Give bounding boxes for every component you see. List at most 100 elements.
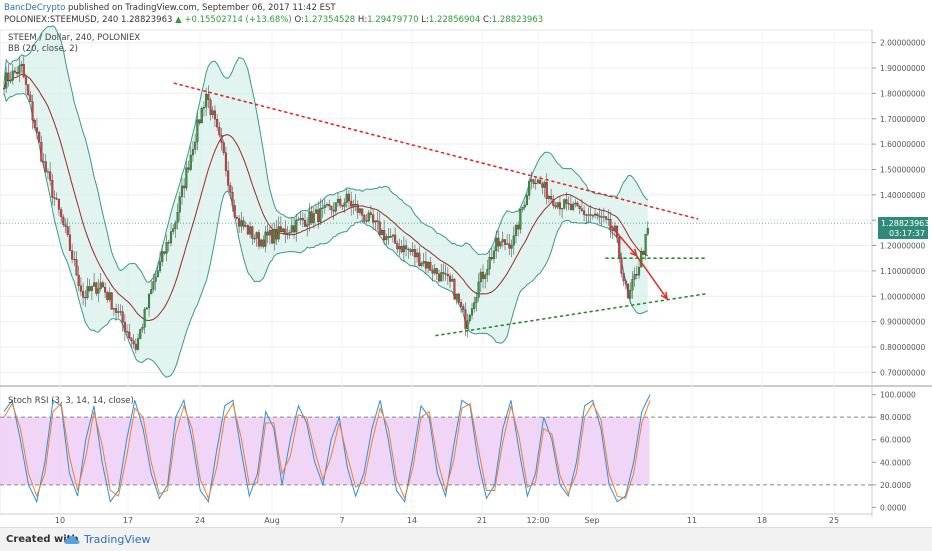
price-tick-label: 0.90000000 xyxy=(880,318,926,327)
candle-body xyxy=(462,306,465,310)
candle-body xyxy=(453,278,456,300)
candle-body xyxy=(473,302,476,309)
price-tick-label: 1.90000000 xyxy=(880,64,926,73)
candle-body xyxy=(196,119,199,143)
candle-body xyxy=(541,183,544,188)
candle-body xyxy=(319,208,322,223)
candle-body xyxy=(501,239,504,242)
trendline-drawings[interactable] xyxy=(173,82,708,337)
tradingview-brand-link[interactable]: TradingView xyxy=(84,533,151,546)
candle-body xyxy=(18,65,21,74)
candle-body xyxy=(339,198,342,206)
candle-body xyxy=(341,205,344,207)
symbol-text: POLONIEX:STEEMUSD, 240 xyxy=(4,15,119,25)
candle-body xyxy=(251,226,254,239)
time-tick-label: 7 xyxy=(339,516,344,525)
candle-body xyxy=(411,249,414,252)
candle-body xyxy=(646,228,649,235)
rsi-tick-label: 60.0000 xyxy=(880,436,911,445)
candle-body xyxy=(361,208,364,216)
candle-body xyxy=(71,250,74,260)
candle-body xyxy=(367,212,370,222)
candle-body xyxy=(394,234,397,244)
ohlc-close-value: 1.28823963 xyxy=(491,15,544,25)
candle-body xyxy=(108,292,111,300)
candle-body xyxy=(268,230,271,236)
candle-body xyxy=(99,282,102,289)
price-tick-label: 1.10000000 xyxy=(880,267,926,276)
candle-body xyxy=(387,236,390,238)
candle-body xyxy=(561,208,564,210)
candle-body xyxy=(413,249,416,258)
candle-body xyxy=(86,286,89,298)
price-tick-label: 0.80000000 xyxy=(880,343,926,352)
candle-body xyxy=(607,218,610,221)
candle-body xyxy=(407,248,410,250)
candle-body xyxy=(46,171,49,173)
candle-body xyxy=(481,271,485,279)
candle-body xyxy=(308,211,311,225)
chart-canvas[interactable]: 2.00000000 1.90000000 1.80000000 1.70000000… xyxy=(0,0,932,527)
candle-body xyxy=(13,70,17,73)
candle-body xyxy=(16,72,19,74)
candle-body xyxy=(587,214,590,216)
candle-body xyxy=(200,108,203,124)
trendline-lower-support xyxy=(435,292,708,337)
candle-body xyxy=(284,228,287,235)
candle-body xyxy=(224,152,227,171)
candle-body xyxy=(600,216,603,218)
candle-body xyxy=(255,232,258,239)
candle-body xyxy=(543,182,546,188)
candle-body xyxy=(7,72,10,81)
time-tick-label: 14 xyxy=(407,516,417,525)
candle-body xyxy=(288,232,291,234)
time-tick-label: 11 xyxy=(687,516,697,525)
candle-body xyxy=(391,234,394,237)
candle-body xyxy=(532,179,535,184)
candle-body xyxy=(495,237,498,252)
candle-body xyxy=(125,331,129,333)
candle-body xyxy=(400,246,403,253)
candle-body xyxy=(5,72,8,89)
candle-body xyxy=(178,196,181,213)
candle-body xyxy=(231,192,234,206)
series-legend: STEEM / Dollar, 240, POLONIEX xyxy=(8,33,140,43)
candle-body xyxy=(260,239,263,247)
candle-body xyxy=(233,205,236,218)
candle-body xyxy=(389,236,392,238)
candle-body xyxy=(580,208,583,211)
candle-body xyxy=(602,216,605,218)
candle-body xyxy=(521,207,524,210)
candle-body xyxy=(576,202,579,207)
candle-body xyxy=(93,282,96,287)
author-link[interactable]: BancDeCrypto xyxy=(4,3,66,13)
candle-body xyxy=(205,93,208,108)
price-tick-label: 1.20000000 xyxy=(880,242,926,251)
candle-body xyxy=(60,209,63,218)
candle-body xyxy=(398,246,401,250)
candle-body xyxy=(363,215,366,221)
candle-body xyxy=(578,205,581,209)
candle-body xyxy=(163,251,166,254)
candle-body xyxy=(508,243,511,249)
candle-body xyxy=(249,226,252,235)
candle-body xyxy=(227,170,230,186)
candle-body xyxy=(174,222,177,229)
bb-upper-line xyxy=(3,25,649,283)
rsi-tick-label: 20.0000 xyxy=(880,481,911,490)
candle-body xyxy=(24,76,28,85)
rsi-tick-label: 40.0000 xyxy=(880,458,911,467)
candle-body xyxy=(479,271,482,283)
candle-body xyxy=(266,231,269,236)
rsi-tick-label: 100.0000 xyxy=(880,391,916,400)
candle-body xyxy=(277,226,280,240)
bar-countdown: 03:17:37 xyxy=(889,229,925,238)
time-tick-label: 10 xyxy=(55,516,65,525)
candle-body xyxy=(484,274,487,279)
candle-body xyxy=(594,213,597,216)
time-tick-label: 12:00 xyxy=(526,516,549,525)
candle-body xyxy=(352,203,355,207)
time-tick-label: 24 xyxy=(195,516,205,525)
candle-body xyxy=(563,199,566,209)
candle-body xyxy=(73,258,76,261)
